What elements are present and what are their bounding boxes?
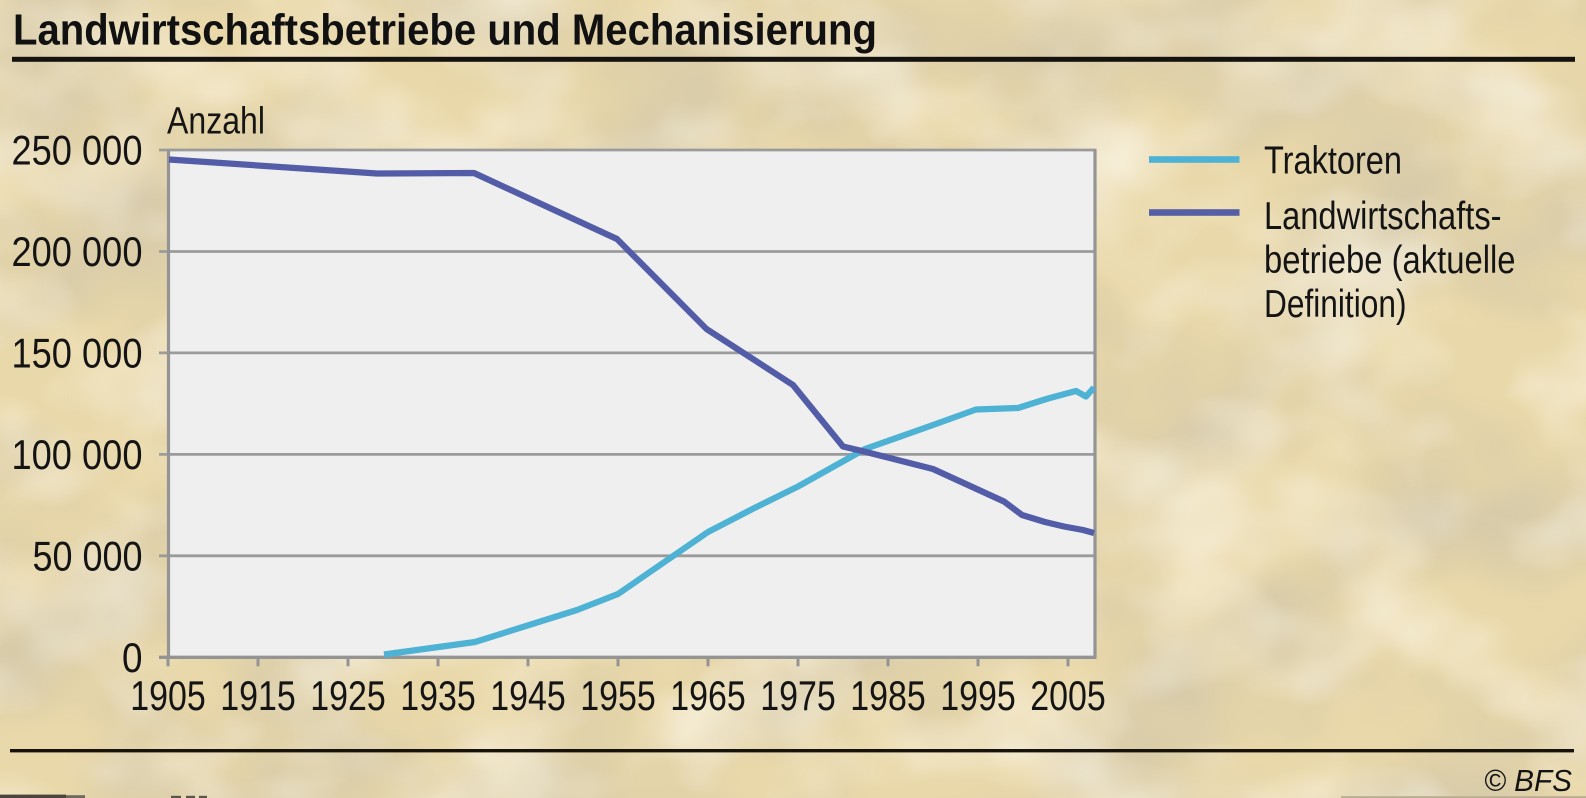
svg-text:200 000: 200 000 <box>12 228 143 275</box>
svg-text:250 000: 250 000 <box>12 127 143 174</box>
svg-text:1955: 1955 <box>580 672 656 719</box>
svg-text:1945: 1945 <box>490 672 566 719</box>
svg-text:100 000: 100 000 <box>12 431 143 478</box>
svg-text:Definition): Definition) <box>1264 283 1407 326</box>
svg-text:Landwirtschaftsbetriebe und Me: Landwirtschaftsbetriebe und Mechanisieru… <box>13 6 877 55</box>
svg-text:150 000: 150 000 <box>12 330 143 377</box>
svg-text:Traktoren: Traktoren <box>1264 140 1402 183</box>
svg-text:50 000: 50 000 <box>33 532 143 579</box>
svg-text:1965: 1965 <box>670 672 746 719</box>
svg-text:1905: 1905 <box>130 672 206 719</box>
svg-text:Landwirtschafts-: Landwirtschafts- <box>1264 195 1502 238</box>
svg-text:0: 0 <box>122 634 143 681</box>
svg-text:1985: 1985 <box>850 672 926 719</box>
svg-text:1925: 1925 <box>310 672 386 719</box>
svg-text:Anzahl: Anzahl <box>167 101 265 143</box>
svg-text:betriebe (aktuelle: betriebe (aktuelle <box>1264 239 1516 282</box>
svg-text:1915: 1915 <box>220 672 296 719</box>
svg-text:2005: 2005 <box>1030 672 1106 719</box>
svg-text:1975: 1975 <box>760 672 836 719</box>
svg-text:1935: 1935 <box>400 672 476 719</box>
svg-text:© BFS: © BFS <box>1484 764 1573 798</box>
svg-text:1995: 1995 <box>940 672 1016 719</box>
